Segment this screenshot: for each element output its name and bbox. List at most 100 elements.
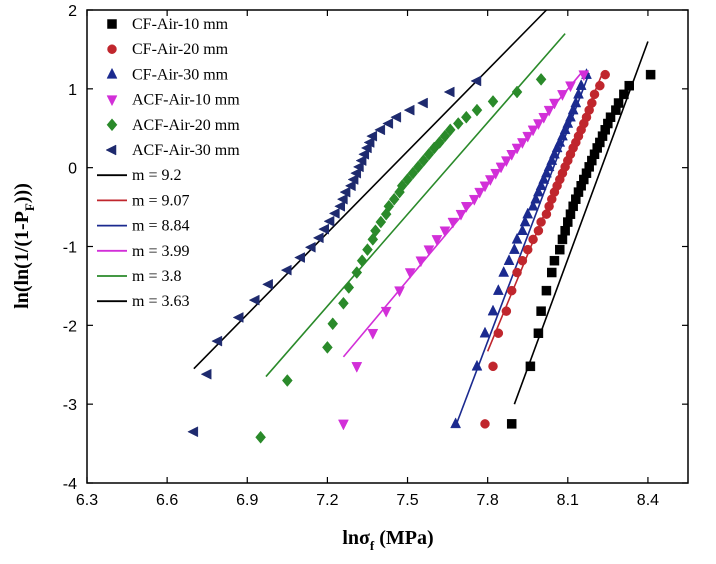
data-point (511, 232, 523, 244)
data-point (338, 419, 349, 431)
data-point (282, 374, 293, 387)
data-point (560, 225, 570, 236)
data-point (439, 226, 451, 238)
data-point (549, 98, 560, 110)
data-point (232, 312, 244, 323)
data-point (336, 193, 348, 205)
data-point (565, 110, 576, 122)
legend-label: m = 9.07 (132, 192, 189, 209)
data-point (547, 267, 557, 278)
series-6 (187, 75, 482, 438)
data-point (535, 179, 547, 191)
x-axis-title: lnσf (MPa) (342, 527, 433, 553)
data-point (575, 79, 587, 90)
data-point (522, 207, 534, 219)
data-point (541, 209, 552, 219)
data-point (187, 426, 199, 438)
legend-marker (106, 95, 118, 107)
data-point (517, 255, 528, 266)
data-point (541, 166, 552, 178)
data-point (527, 199, 539, 211)
data-point (527, 125, 539, 137)
data-point (530, 192, 542, 204)
series-4 (338, 70, 590, 431)
data-point (211, 335, 223, 347)
data-point (447, 217, 459, 229)
legend-marker (107, 19, 117, 29)
data-point (516, 224, 528, 235)
data-point (394, 286, 405, 298)
legend-label: m = 3.63 (132, 293, 189, 310)
data-point (323, 215, 335, 227)
data-point (533, 185, 544, 197)
data-point (280, 264, 292, 276)
data-point (533, 328, 544, 338)
data-point (383, 199, 395, 213)
data-point (541, 285, 552, 296)
legend-label: CF-Air-30 mm (132, 66, 229, 83)
data-point (549, 147, 560, 159)
data-point (589, 89, 600, 100)
data-point (380, 306, 392, 318)
data-point (506, 419, 517, 429)
data-point (479, 181, 491, 193)
data-point (418, 154, 429, 167)
data-point (487, 304, 499, 316)
series-5 (255, 72, 547, 444)
data-point (338, 296, 349, 310)
data-point (362, 243, 373, 257)
data-point (412, 160, 424, 174)
x-tick-label: 6.6 (156, 492, 178, 509)
fit-line-1 (513, 41, 649, 405)
data-point (358, 148, 370, 160)
axis-ticks: 6.3 6.6 6.9 7.2 7.5 7.8 8.1 8.4 -4 -3 -2 -1 0 1 2 (63, 3, 688, 509)
data-point (555, 244, 565, 255)
data-point (573, 87, 584, 99)
y-tick-label: 1 (68, 82, 77, 99)
data-point (367, 328, 379, 340)
data-point (501, 306, 512, 316)
legend-marker (106, 118, 118, 132)
data-point (248, 294, 260, 306)
data-point (543, 160, 555, 172)
data-point (559, 123, 571, 135)
data-point (255, 430, 266, 444)
data-point (557, 90, 568, 101)
data-point (562, 116, 574, 128)
data-point (352, 161, 364, 173)
data-point (423, 147, 435, 161)
data-point (490, 168, 502, 180)
data-point (396, 179, 408, 193)
data-point (587, 98, 597, 108)
data-point (415, 256, 427, 268)
data-point (403, 104, 415, 116)
data-point (479, 326, 491, 338)
data-point (402, 173, 413, 186)
data-point (423, 245, 435, 257)
data-point (343, 281, 355, 294)
data-point (533, 119, 544, 131)
legend-label: m = 9.2 (132, 167, 181, 184)
data-point (328, 207, 340, 219)
data-point (407, 166, 419, 180)
fit-line-6 (193, 9, 548, 370)
legend-label: m = 3.99 (132, 243, 189, 260)
data-point (533, 225, 544, 236)
x-tick-label: 6.9 (236, 492, 258, 509)
series-1 (506, 69, 656, 429)
x-tick-label: 8.1 (557, 492, 579, 509)
data-point (535, 72, 547, 86)
data-point (508, 243, 520, 254)
data-point (551, 141, 563, 153)
data-point (327, 317, 339, 331)
x-tick-label: 7.2 (316, 492, 338, 509)
data-point (536, 306, 546, 316)
y-tick-label: -3 (63, 397, 77, 414)
y-tick-label: -2 (63, 318, 77, 335)
data-point (557, 129, 568, 141)
data-point (318, 223, 329, 235)
series-3 (450, 68, 592, 429)
data-point (538, 172, 550, 184)
data-point (322, 341, 333, 354)
fit-line-5 (265, 33, 566, 378)
